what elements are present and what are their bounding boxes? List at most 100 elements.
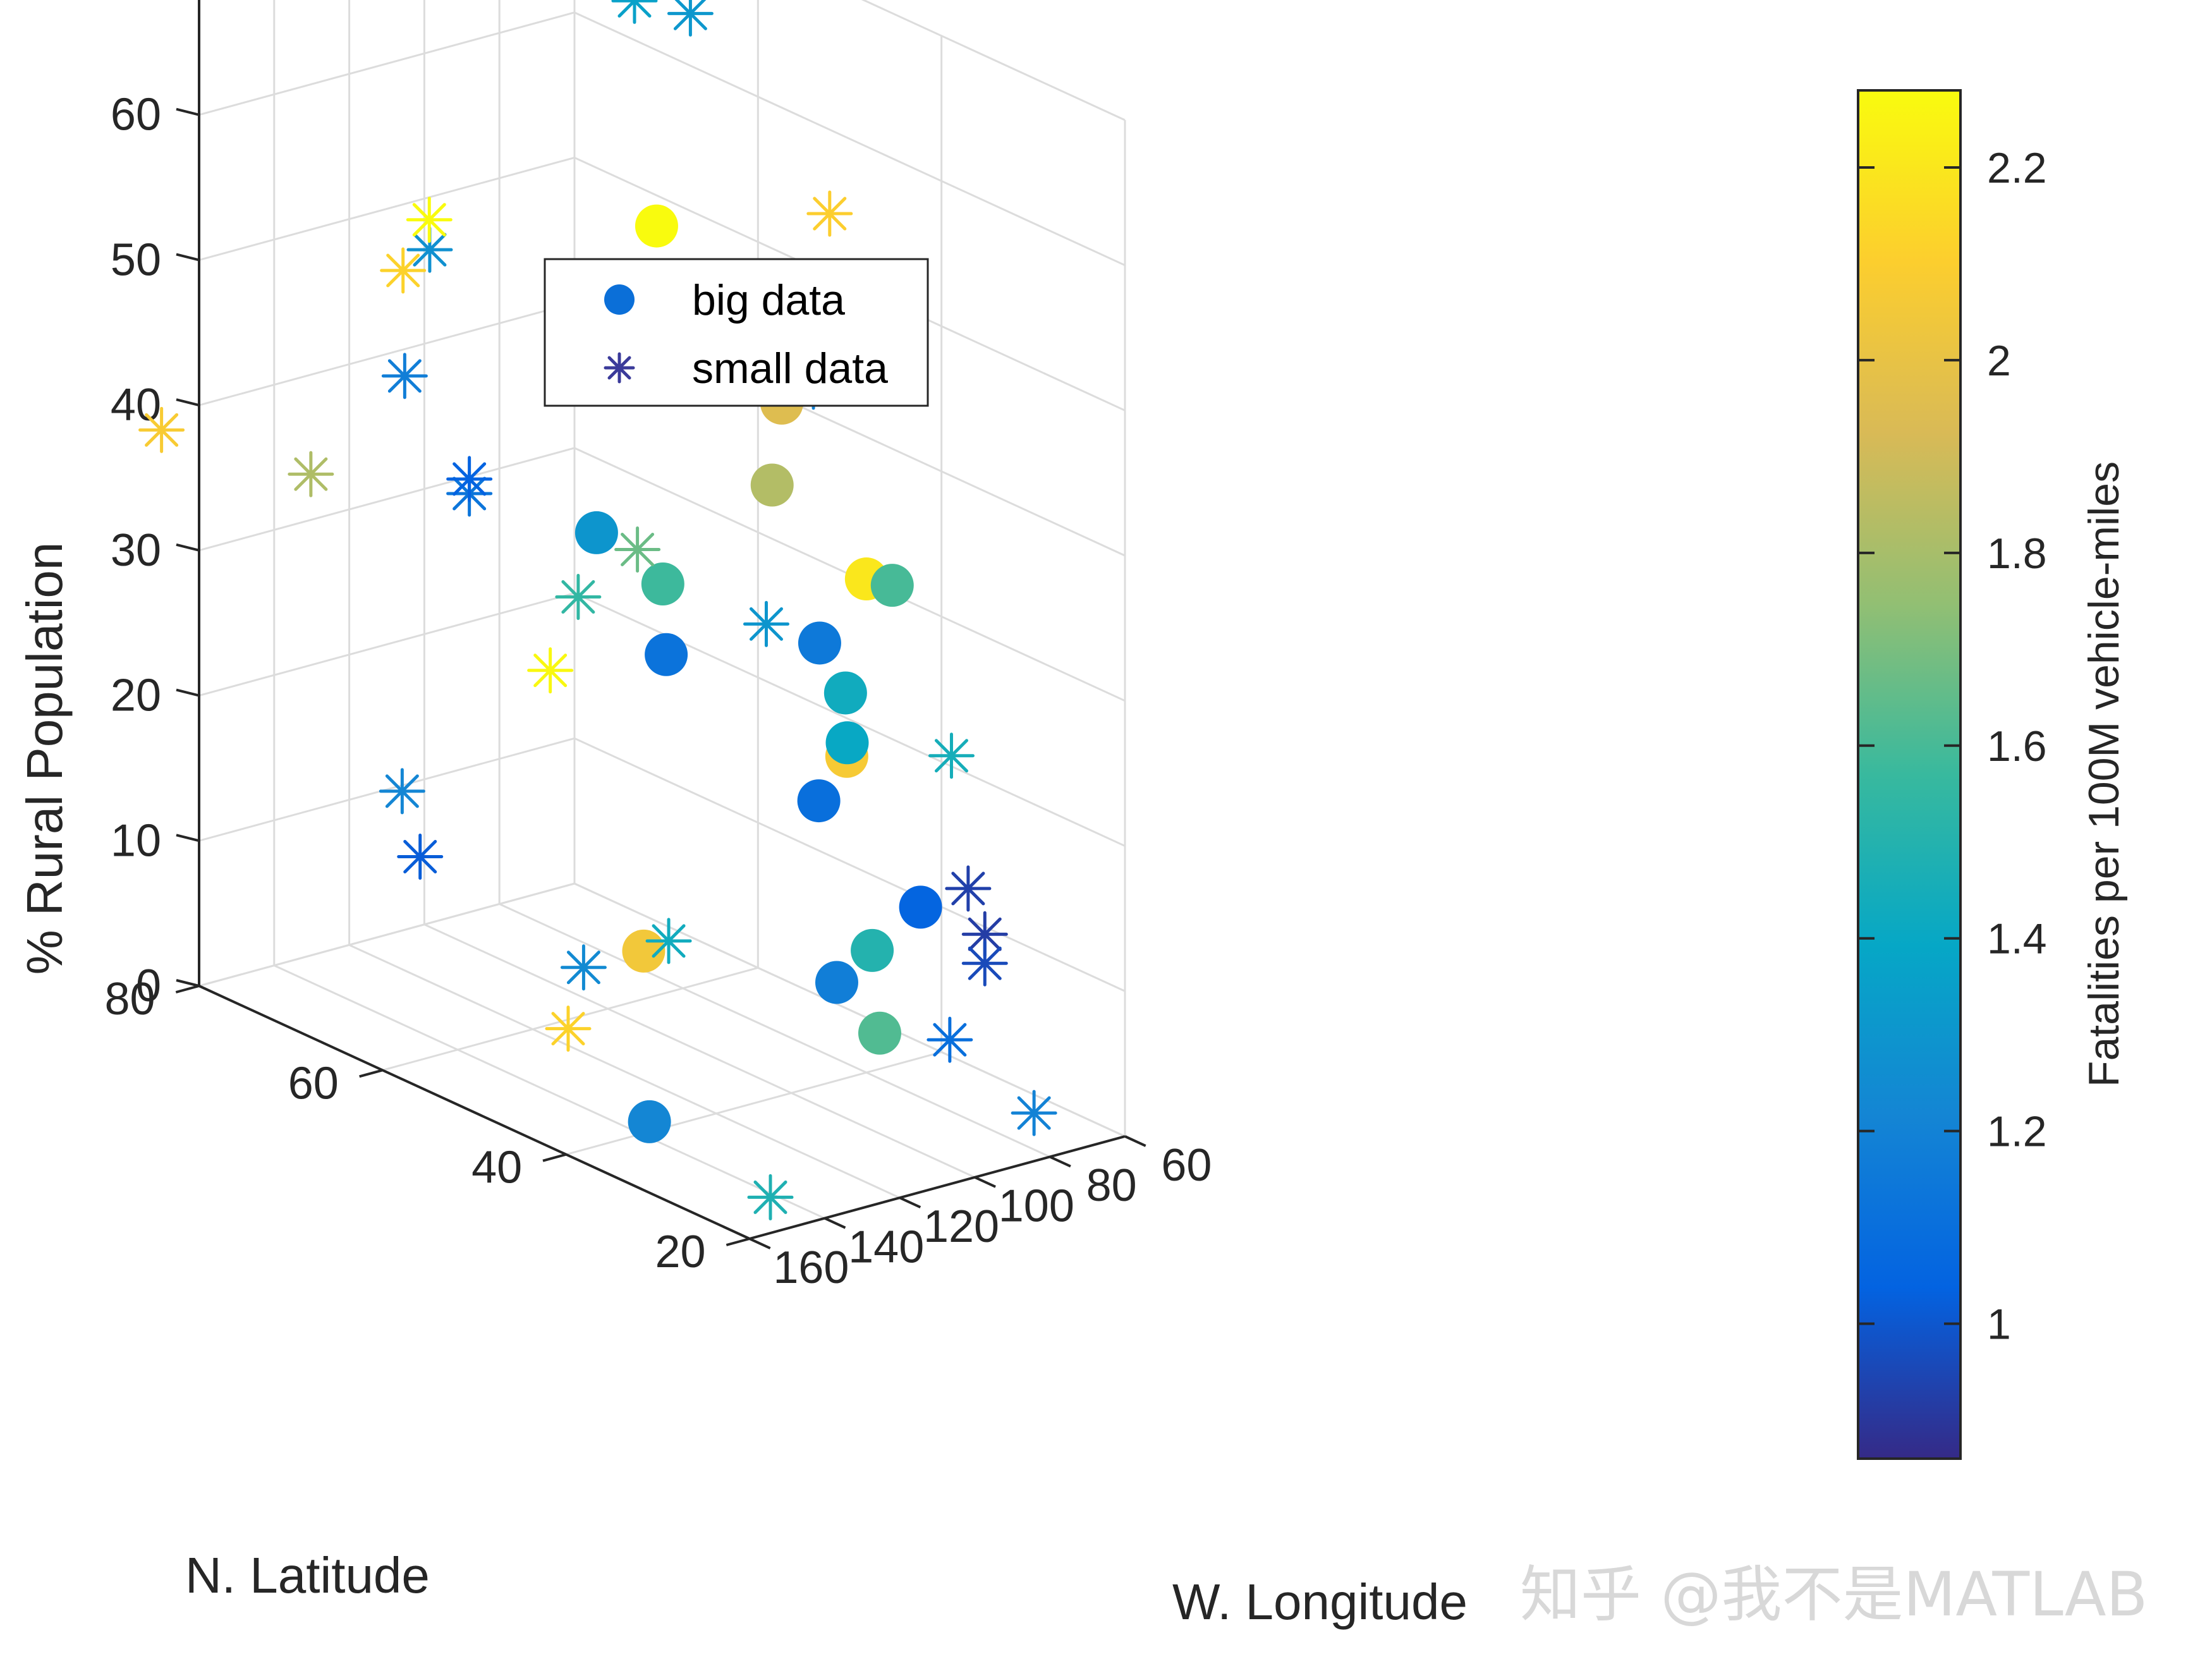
small-data-point [446, 456, 493, 502]
x-tick-mark [823, 1217, 846, 1229]
z-tick-label: 60 [111, 90, 161, 140]
x-tick-label: 160 [773, 1243, 849, 1293]
colorbar-tick-label: 1.4 [1987, 915, 2047, 963]
colorbar-ticks: 1 1.2 1.4 1.6 1.8 2 2.2 [1858, 144, 2047, 1349]
big-data-point [628, 1100, 671, 1143]
x-tick-mark [974, 1176, 996, 1188]
big-data-point [823, 671, 867, 715]
y-tick-mark [175, 985, 200, 994]
grid-floor-x [274, 964, 825, 1219]
grid-backwall-z [574, 882, 1126, 1138]
small-data-point [288, 451, 334, 497]
data-points [138, 0, 1057, 1220]
small-data-point [138, 406, 185, 453]
colorbar-gradient [1857, 89, 1962, 1460]
x-tick-label: 140 [848, 1222, 924, 1272]
small-data-point [961, 940, 1008, 987]
big-data-point [851, 928, 894, 972]
z-axis-label: % Rural Population [16, 542, 73, 975]
colorbar-tick-label: 2.2 [1987, 144, 2047, 192]
x-tick-mark [749, 1237, 771, 1249]
big-data-point [899, 885, 942, 929]
big-data-point [825, 721, 869, 765]
small-data-point [397, 834, 444, 880]
z-tick-mark [176, 688, 200, 697]
small-data-point [667, 0, 714, 37]
big-data-point [798, 621, 841, 665]
x-tick-label: 80 [1086, 1160, 1137, 1211]
grid-sidewall-z [198, 11, 575, 116]
colorbar-tick-label: 2 [1987, 337, 2011, 385]
grid-backwall-z [574, 737, 1126, 992]
big-data-point [645, 633, 688, 676]
small-data-point [555, 573, 602, 620]
y-axis-label: N. Latitude [185, 1547, 430, 1603]
colorbar-tick-label: 1.8 [1987, 530, 2047, 578]
grid-floor-y [382, 966, 758, 1071]
z-tick-label: 10 [111, 815, 161, 866]
legend-box [544, 258, 929, 407]
big-data-point [858, 1011, 901, 1055]
y-tick-label: 60 [288, 1058, 339, 1109]
big-data-point [641, 562, 684, 606]
colorbar-tick-label: 1.2 [1987, 1108, 2047, 1156]
x-tick-mark [1049, 1155, 1071, 1168]
z-tick-mark [176, 398, 200, 407]
small-data-point [806, 190, 853, 237]
colorbar-tick-label: 1 [1987, 1301, 2011, 1349]
grid-backwall-z [861, 0, 1126, 121]
y-tick-label: 80 [104, 974, 155, 1024]
grid-floor-x [423, 923, 976, 1179]
legend-marker-small-data [604, 352, 635, 384]
x-tick-label: 60 [1161, 1140, 1212, 1191]
grid-sidewall-z [198, 301, 575, 406]
grid-backwall-z [574, 592, 1126, 847]
z-tick-label: 20 [111, 671, 161, 721]
legend-label-small-data: small data [692, 344, 888, 392]
x-axis-line [749, 1135, 1126, 1240]
legend-label-big-data: big data [692, 276, 845, 324]
big-data-point [870, 564, 914, 607]
small-data-point [406, 226, 453, 273]
y-tick-label: 20 [655, 1227, 705, 1277]
grid-floor-x [499, 903, 1050, 1158]
small-data-point [945, 865, 992, 912]
big-data-point [815, 961, 858, 1004]
small-data-point [747, 1174, 794, 1220]
small-data-point [1011, 1090, 1057, 1136]
small-data-point [560, 944, 607, 991]
small-data-point [545, 1006, 592, 1052]
colorbar-label: Fatalities per 100M vehicle-miles [2080, 461, 2128, 1087]
z-tick-mark [176, 107, 200, 116]
grid-backwall-z [574, 11, 1126, 267]
z-tick-mark [176, 979, 200, 987]
big-data-point [750, 463, 794, 507]
small-data-point [379, 768, 425, 815]
y-tick-mark [359, 1069, 383, 1078]
grid-sidewall-z [198, 882, 575, 987]
x-tick-label: 100 [999, 1181, 1074, 1232]
small-data-point [527, 647, 574, 694]
legend-marker-big-data [604, 284, 635, 315]
x-tick-label: 120 [923, 1201, 999, 1252]
z-tick-mark [176, 253, 200, 262]
small-data-point [380, 247, 427, 294]
y-axis-line [198, 985, 750, 1240]
x-tick-mark [899, 1196, 921, 1209]
x-tick-mark [1124, 1135, 1146, 1147]
small-data-point [406, 197, 453, 243]
small-data-point [614, 526, 661, 573]
y-tick-mark [542, 1153, 567, 1162]
big-data-point [797, 779, 841, 823]
watermark: 知乎 @我不是MATLAB [1520, 1559, 2148, 1630]
z-tick-mark [176, 543, 200, 552]
z-tick-label: 0 [136, 961, 161, 1011]
small-data-point [743, 600, 789, 647]
grid-sidewall-z [198, 737, 575, 842]
legend: big data small data [544, 258, 929, 407]
small-data-point [611, 0, 658, 24]
axes: 608010012014016020406080010203040506070 [104, 0, 1212, 1293]
grid-sidewall-z [198, 156, 575, 261]
